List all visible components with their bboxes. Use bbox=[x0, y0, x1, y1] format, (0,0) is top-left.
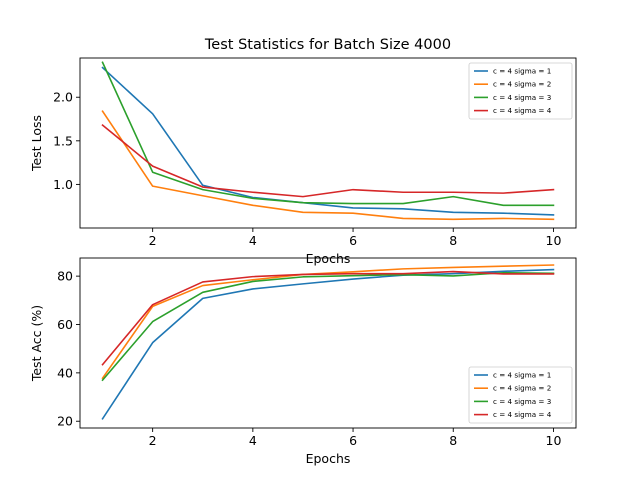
legend-box bbox=[468, 366, 573, 424]
x-tick-label: 10 bbox=[546, 233, 562, 248]
y-tick-label: 1.0 bbox=[53, 177, 73, 192]
y-axis-label: Test Acc (%) bbox=[29, 305, 44, 382]
x-tick-label: 4 bbox=[249, 433, 257, 448]
legend-label-3: c = 4 sigma = 3 bbox=[493, 93, 551, 102]
legend: c = 4 sigma = 1 c = 4 sigma = 2 c = 4 sigm… bbox=[468, 62, 573, 120]
y-tick-label: 1.5 bbox=[53, 133, 73, 148]
x-tick-label: 10 bbox=[546, 433, 562, 448]
series-line-1 bbox=[101, 66, 555, 216]
loss-panel: 2 4 6 8 10 1.0 1.5 2.0 Epochs Test Loss c = 4 sigm… bbox=[29, 57, 577, 266]
x-tick-label: 6 bbox=[349, 233, 357, 248]
x-axis-label: Epochs bbox=[306, 251, 351, 266]
y-tick-label: 80 bbox=[57, 269, 73, 284]
x-tick-label: 8 bbox=[449, 433, 457, 448]
legend-label-4: c = 4 sigma = 4 bbox=[493, 410, 552, 419]
legend-label-1: c = 4 sigma = 1 bbox=[493, 371, 551, 380]
legend-label-3: c = 4 sigma = 3 bbox=[493, 397, 551, 406]
x-tick-label: 2 bbox=[149, 433, 157, 448]
accuracy-panel: 2 4 6 8 10 20 40 60 80 Epochs Test Acc (%) c = 4 si… bbox=[29, 257, 577, 466]
x-tick-label: 6 bbox=[349, 433, 357, 448]
legend-label-4: c = 4 sigma = 4 bbox=[493, 106, 552, 115]
y-tick-label: 2.0 bbox=[53, 90, 73, 105]
axes-frame bbox=[79, 257, 577, 429]
y-axis-label: Test Loss bbox=[29, 115, 44, 172]
series-line-4 bbox=[101, 124, 555, 198]
series-line-2 bbox=[101, 264, 555, 380]
axes-frame bbox=[79, 57, 577, 229]
x-tick-label: 8 bbox=[449, 233, 457, 248]
x-tick-label: 4 bbox=[249, 233, 257, 248]
x-axis-label: Epochs bbox=[306, 451, 351, 466]
y-tick-label: 60 bbox=[57, 317, 73, 332]
series-line-3 bbox=[101, 271, 555, 382]
series-line-4 bbox=[101, 270, 555, 366]
legend-label-1: c = 4 sigma = 1 bbox=[493, 67, 551, 76]
y-tick-label: 20 bbox=[57, 414, 73, 429]
series-line-3 bbox=[101, 61, 555, 207]
legend: c = 4 sigma = 1 c = 4 sigma = 2 c = 4 sigm… bbox=[468, 366, 573, 424]
legend-box bbox=[468, 62, 573, 120]
series-line-2 bbox=[101, 110, 555, 221]
y-tick-label: 40 bbox=[57, 365, 73, 380]
x-tick-label: 2 bbox=[149, 233, 157, 248]
legend-label-2: c = 4 sigma = 2 bbox=[493, 80, 551, 89]
chart-title: Test Statistics for Batch Size 4000 bbox=[204, 37, 451, 53]
legend-label-2: c = 4 sigma = 2 bbox=[493, 384, 551, 393]
